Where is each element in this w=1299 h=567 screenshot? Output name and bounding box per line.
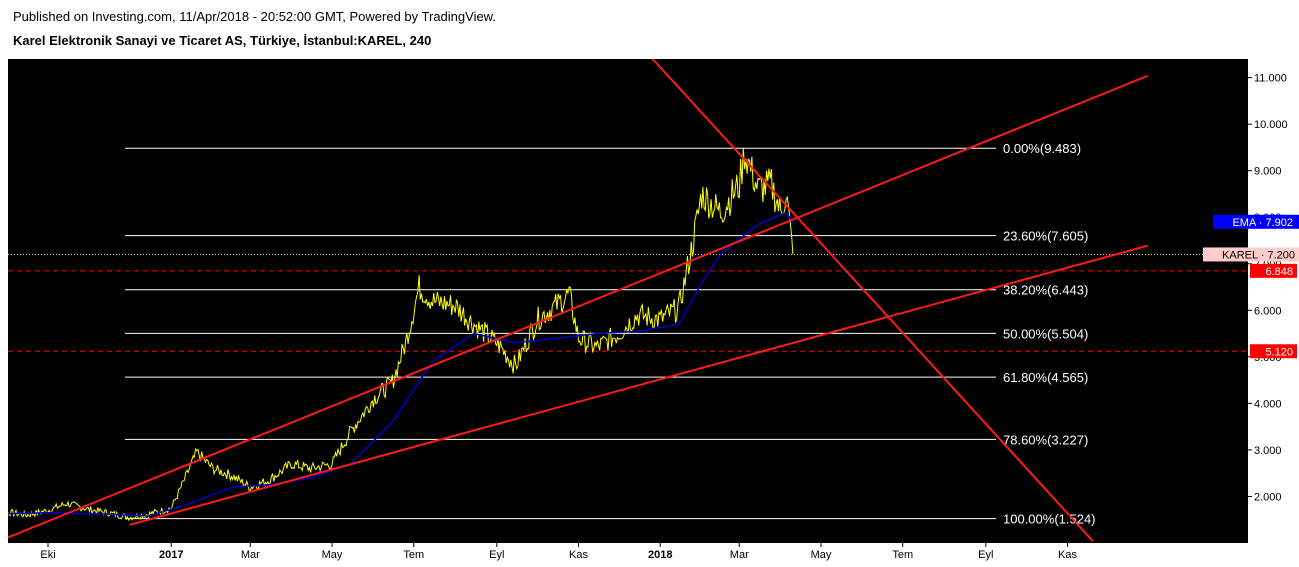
ema-tag-text: EMA · 7.902	[1232, 217, 1293, 229]
x-tick-label: Eyl	[978, 549, 993, 561]
y-tick-label: 4.000	[1254, 398, 1282, 410]
x-tick-label: Kas	[1058, 549, 1077, 561]
fib-label: 78.60%(3.227)	[1003, 432, 1088, 447]
fibonacci-retracement[interactable]: 0.00%(9.483) 23.60%(7.605) 38.20%(6.443) 50…	[125, 141, 1096, 527]
fib-label: 61.80%(4.565)	[1003, 370, 1088, 385]
ema-tag-bg	[1213, 214, 1299, 229]
level-tag-text: 5.120	[1265, 346, 1293, 358]
fib-label: 100.00%(1.524)	[1003, 512, 1096, 527]
y-axis-panel	[1248, 59, 1299, 543]
trendline	[8, 74, 1149, 539]
series-layer	[8, 147, 794, 522]
x-tick-label: Tem	[892, 549, 913, 561]
fib-label: 0.00%(9.483)	[1003, 141, 1081, 156]
x-tick-label: Mar	[241, 549, 260, 561]
x-tick-label: Eyl	[489, 549, 504, 561]
fib-label: 23.60%(7.605)	[1003, 229, 1088, 244]
chart-subtitle: Karel Elektronik Sanayi ve Ticaret AS, T…	[13, 33, 432, 48]
published-info: Published on Investing.com, 11/Apr/2018 …	[13, 9, 496, 24]
level-tag-text: 6.848	[1265, 266, 1293, 278]
karel-tag-bg	[1203, 247, 1299, 262]
plot-background	[8, 59, 1248, 543]
y-tick-label: 3.000	[1254, 445, 1282, 457]
level-tag-bg	[1250, 263, 1297, 278]
x-tick-label: May	[811, 549, 832, 561]
ema-series-line	[8, 211, 794, 517]
trendlines[interactable]	[0, 22, 1149, 547]
x-tick-label: Mar	[730, 549, 749, 561]
fib-label: 50.00%(5.504)	[1003, 326, 1088, 341]
y-tick-label: 6.000	[1254, 305, 1282, 317]
y-tick-label: 9.000	[1254, 166, 1282, 178]
y-tick-label: 10.000	[1254, 119, 1288, 131]
karel-tag-text: KAREL · 7.200	[1222, 249, 1295, 261]
level-tag-bg	[1250, 344, 1297, 359]
x-tick-label: Kas	[569, 549, 588, 561]
price-tags: EMA · 7.902 KAREL · 7.200 6.848 5.120	[1203, 214, 1299, 359]
x-axis-panel	[8, 543, 1248, 567]
trendline	[651, 59, 1094, 542]
x-tick-label: 2018	[648, 549, 672, 561]
x-tick-label: 2017	[159, 549, 183, 561]
x-tick-label: Tem	[403, 549, 424, 561]
y-tick-label: 2.000	[1254, 491, 1282, 503]
x-tick-label: Eki	[40, 549, 55, 561]
trendline	[129, 244, 1149, 526]
x-tick-label: May	[322, 549, 343, 561]
y-tick-label: 11.000	[1254, 73, 1287, 85]
fib-label: 38.20%(6.443)	[1003, 283, 1088, 298]
price-series-line	[8, 147, 794, 522]
